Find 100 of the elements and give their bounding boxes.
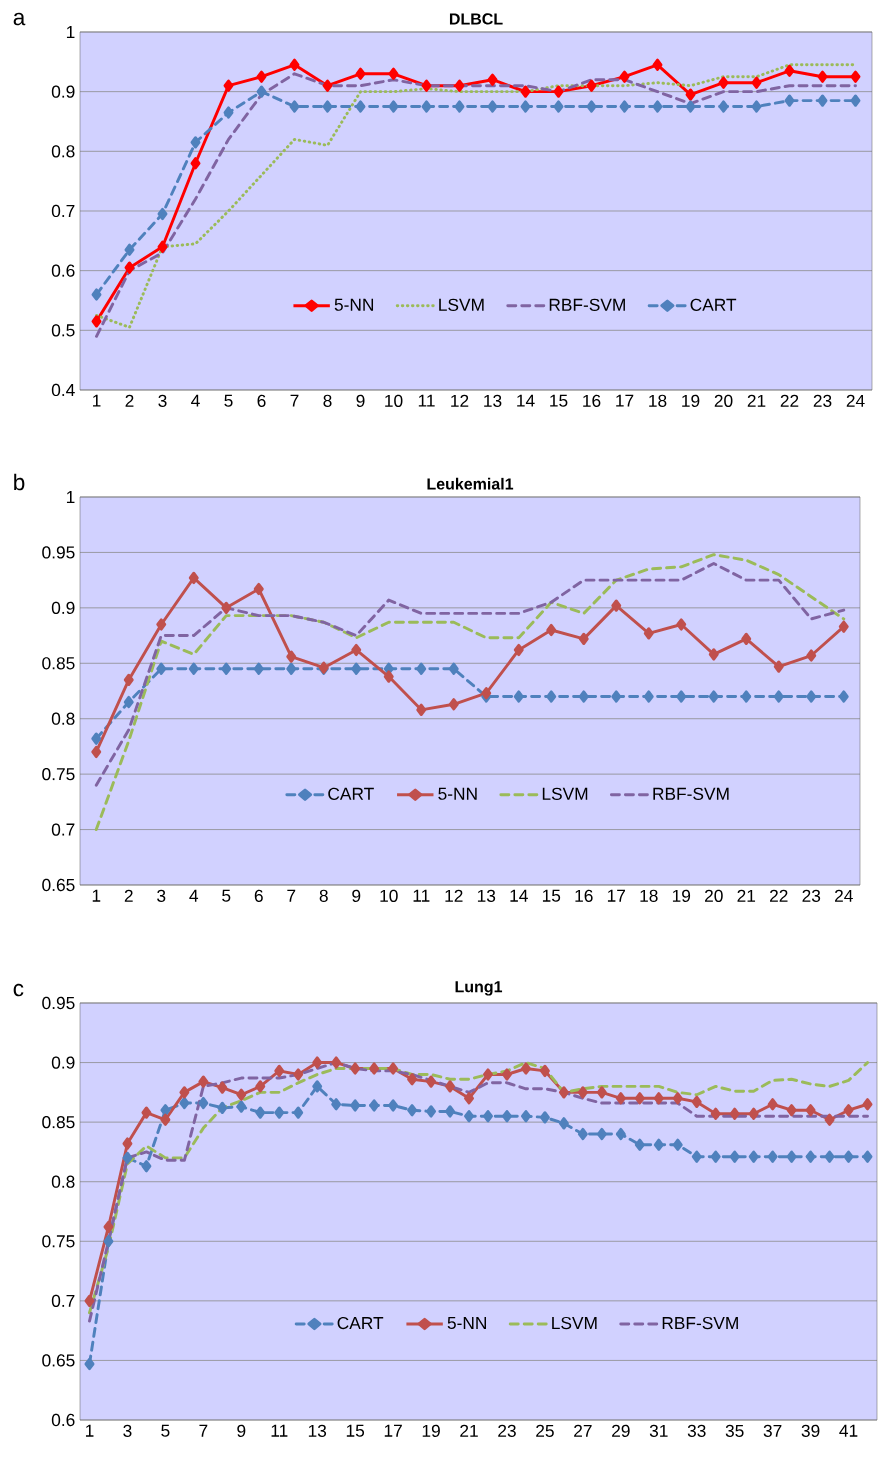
x-tick-label: 20 [705,889,723,902]
x-tick-label: 17 [384,1424,402,1437]
legend-label: RBF-SVM [549,298,625,311]
x-tick-label: 16 [575,889,593,902]
x-tick-label: 11 [418,394,435,407]
x-tick-label: 17 [616,394,634,407]
x-tick-label: 23 [813,394,832,407]
x-tick-label: 11 [271,1424,288,1437]
x-tick-label: 8 [323,394,332,407]
x-tick-label: 12 [445,889,463,902]
y-tick-label: 0.4 [51,383,75,397]
x-tick-label: 3 [157,889,166,902]
x-tick-label: 2 [124,889,133,902]
x-tick-label: 19 [682,394,700,407]
legend-label: RBF-SVM [653,787,729,800]
y-tick-label: 0.75 [42,768,75,781]
x-tick-label: 5 [224,394,233,407]
x-tick-label: 22 [770,889,788,902]
x-tick-label: 33 [687,1424,706,1437]
x-tick-label: 5 [222,889,231,902]
y-tick-label: 0.5 [51,324,75,337]
x-tick-label: 23 [802,889,821,902]
x-tick-label: 12 [451,394,469,407]
x-tick-label: 19 [672,889,691,902]
legend-label: 5-NN [447,1316,486,1330]
y-tick-label: 1 [66,491,75,503]
x-tick-label: 14 [517,394,535,407]
y-tick-label: 0.9 [51,601,75,614]
x-tick-label: 16 [583,394,601,407]
x-tick-label: 9 [237,1424,246,1437]
x-tick-label: 15 [550,394,568,407]
y-tick-label: 0.9 [51,1056,75,1069]
x-tick-label: 21 [460,1424,478,1437]
x-tick-label: 10 [385,394,403,407]
x-tick-label: 13 [484,394,502,407]
legend-label: LSVM [552,1316,597,1330]
x-tick-label: 14 [510,889,528,902]
y-tick-label: 0.95 [42,996,75,1010]
legend-label: CART [337,1316,384,1330]
y-tick-label: 0.7 [51,204,75,218]
x-tick-label: 39 [801,1424,820,1437]
x-tick-label: 6 [254,889,263,902]
y-tick-label: 0.85 [42,657,75,670]
y-tick-label: 0.75 [42,1235,75,1248]
text: a [13,12,26,26]
x-tick-label: 7 [290,394,299,407]
x-tick-label: 6 [257,394,266,407]
text: c [13,983,24,997]
x-tick-label: 2 [125,394,134,407]
text: b [14,473,25,491]
x-tick-label: 21 [737,889,756,902]
x-tick-label: 7 [287,889,296,902]
x-tick-label: 24 [835,889,853,902]
y-tick-label: 0.9 [51,85,75,98]
y-tick-label: 0.8 [51,1175,75,1188]
y-tick-label: 0.7 [51,1294,75,1307]
legend-label: LSVM [542,787,588,800]
x-tick-label: 1 [92,889,101,902]
x-tick-label: 18 [649,394,667,407]
y-tick-label: 0.6 [51,264,75,277]
x-tick-label: 4 [191,394,200,407]
x-tick-label: 13 [477,889,496,902]
legend-label: 5-NN [438,787,477,800]
legend-label: 5-NN [334,298,374,311]
x-tick-label: 22 [780,394,799,407]
y-tick-label: 0.6 [51,1413,75,1427]
x-tick-label: 11 [413,889,430,902]
y-tick-label: 0.85 [42,1116,75,1129]
chart-title: Leukemial1 [427,477,514,490]
y-tick-label: 0.65 [42,878,75,892]
y-tick-label: 0.95 [42,546,75,559]
chart-title: Lung1 [455,981,503,996]
x-tick-label: 3 [123,1424,132,1437]
y-tick-label: 0.65 [42,1354,75,1367]
x-tick-label: 1 [93,394,101,407]
legend-label: CART [328,787,374,800]
chart-title: DLBCL [449,13,503,25]
x-tick-label: 23 [498,1424,516,1437]
x-tick-label: 41 [839,1424,858,1437]
x-tick-label: 4 [189,889,199,902]
y-tick-label: 1 [66,26,75,38]
y-tick-label: 0.7 [51,823,75,836]
x-tick-label: 10 [380,889,398,902]
x-tick-label: 31 [649,1424,668,1437]
legend-label: LSVM [439,298,484,311]
y-tick-label: 0.8 [51,145,75,158]
x-tick-label: 3 [158,394,167,407]
x-tick-label: 37 [763,1424,782,1437]
x-tick-label: 18 [640,889,658,902]
x-tick-label: 13 [308,1424,327,1437]
legend-label: RBF-SVM [662,1316,738,1330]
x-tick-label: 20 [714,394,733,407]
x-tick-label: 17 [607,889,626,902]
x-tick-label: 35 [725,1424,744,1437]
x-tick-label: 29 [612,1424,630,1437]
x-tick-label: 24 [846,394,865,407]
x-tick-label: 9 [356,394,365,407]
x-tick-label: 7 [199,1424,208,1437]
x-tick-label: 25 [536,1424,554,1437]
x-tick-label: 15 [542,889,561,902]
